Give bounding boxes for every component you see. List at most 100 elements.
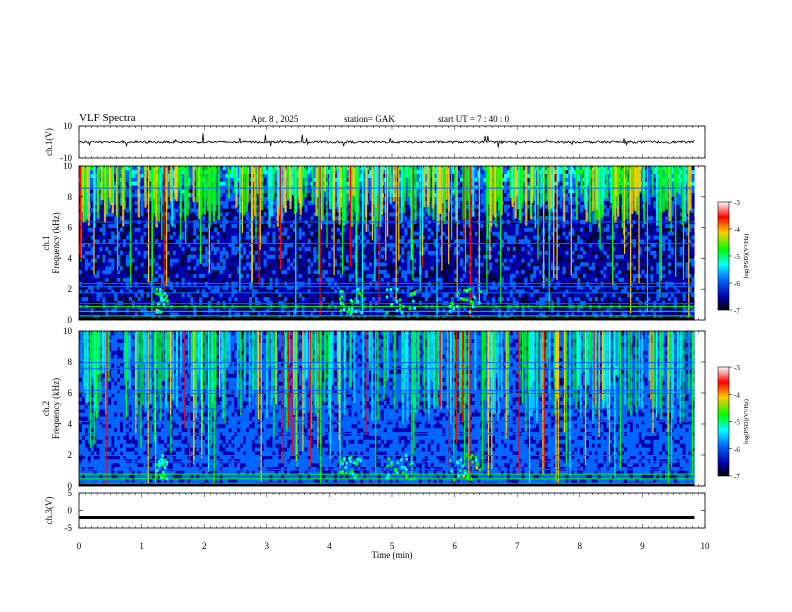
spectrogram-cell <box>287 269 291 275</box>
spectrogram-cell <box>187 293 191 298</box>
spectrogram-cell <box>366 266 370 271</box>
spectrogram-cell <box>413 285 417 290</box>
spectrogram-cell <box>251 269 256 275</box>
spectrogram-cell <box>166 277 171 282</box>
spectrogram-cell <box>342 254 346 259</box>
spectrogram-cell <box>413 250 417 255</box>
spectrogram-cell <box>375 262 379 267</box>
spectrogram-cell <box>90 273 94 278</box>
spectrogram-cell <box>474 243 478 248</box>
spectrogram-cell <box>181 177 185 182</box>
spectrogram-cell <box>445 250 449 255</box>
spectrogram-cell <box>313 250 317 255</box>
spectrogram-cell <box>457 177 461 182</box>
spectrogram-cell <box>205 308 209 313</box>
spectrogram-cell <box>495 308 499 313</box>
spectrogram-cell <box>506 273 510 278</box>
spectrogram-cell <box>246 243 250 248</box>
spectrogram-cell <box>342 289 346 294</box>
spectrogram-cell <box>354 289 358 294</box>
spectrogram-cell <box>439 266 443 271</box>
spectrogram-cell <box>175 262 179 267</box>
spectrogram-cell <box>155 269 159 275</box>
spectrogram-cell <box>301 250 305 255</box>
spectrogram-cell <box>228 308 232 313</box>
spectrogram-cell <box>219 169 223 174</box>
spectrogram-cell <box>436 254 440 259</box>
spectrogram-cell <box>492 269 496 275</box>
spectrogram-cell <box>134 246 138 251</box>
spectrogram-cell <box>424 312 428 317</box>
spectrogram-cell <box>155 262 159 267</box>
spectrogram-cell <box>123 273 127 278</box>
spectrogram-cell <box>345 285 349 290</box>
spectrogram-cell <box>114 312 118 317</box>
spectrogram-cell <box>471 277 475 282</box>
spectrogram-cell <box>322 300 326 305</box>
spectrogram-cell <box>457 189 461 194</box>
spectrogram-cell <box>527 169 531 174</box>
spectrogram-cell <box>480 223 484 228</box>
spectrogram-cell <box>322 262 326 267</box>
spectrogram-cell <box>386 300 390 305</box>
header-title: VLF Spectra <box>79 112 136 124</box>
spectrogram-cell <box>249 169 253 174</box>
spectrogram-cell <box>527 223 531 228</box>
spectrogram-cell <box>530 308 534 313</box>
spectrogram-cell <box>474 277 478 282</box>
spectrogram-cell <box>149 258 153 263</box>
spectrogram-cell <box>260 285 264 290</box>
spectrogram-cell <box>459 166 464 171</box>
spectrogram-cell <box>421 269 425 275</box>
spectrogram-cell <box>509 227 513 232</box>
spectrogram-cell <box>143 258 147 263</box>
spectrogram-cell <box>418 293 423 298</box>
spectrogram-cell <box>202 293 206 298</box>
spectrogram-cell <box>187 185 191 190</box>
spectrogram-cell <box>333 289 338 294</box>
spectrogram-cell <box>454 308 458 313</box>
spectrogram-cell <box>93 296 97 302</box>
spectrogram-cell <box>342 266 346 271</box>
spectrogram-cell <box>404 212 408 217</box>
spectrogram-cell <box>222 223 226 228</box>
spectrogram-cell <box>190 231 194 236</box>
spectrogram-cell <box>416 243 420 248</box>
spectrogram-cell <box>246 246 250 251</box>
spectrogram-cell <box>117 273 121 278</box>
spectrogram-cell <box>123 308 127 313</box>
spectrogram-cell <box>310 258 314 263</box>
spectrogram-cell <box>480 293 484 298</box>
spectrogram-cell <box>205 189 209 194</box>
spectrogram-cell <box>178 250 182 255</box>
spectrogram-cell <box>105 300 109 305</box>
spectrogram-cell <box>205 185 209 190</box>
spectrogram-cell <box>375 243 379 248</box>
spectrogram-cell <box>360 169 364 174</box>
spectrogram-cell <box>503 231 508 236</box>
spectrogram-cell <box>480 212 484 217</box>
spectrogram-cell <box>328 231 332 236</box>
spectrogram-cell <box>313 293 317 298</box>
spectrogram-cell <box>143 250 147 255</box>
spectrogram-cell <box>117 293 121 298</box>
spectrogram-cell <box>140 169 144 174</box>
spectrogram-cell <box>492 216 496 221</box>
spectrogram-cell <box>290 250 294 255</box>
spectrogram-cell <box>459 177 464 182</box>
spectrogram-cell <box>439 239 443 244</box>
spectrogram-cell <box>152 312 156 317</box>
spectrogram-cell <box>380 293 384 298</box>
spectrogram-cell <box>459 192 464 198</box>
spectrogram-cell <box>357 293 361 298</box>
spectrogram-cell <box>445 269 449 275</box>
spectrogram-cell <box>457 262 461 267</box>
spectrogram-cell <box>152 250 156 255</box>
spectrogram-cell <box>483 204 487 209</box>
spectrogram-cell <box>483 266 487 271</box>
spectrogram-cell <box>184 243 188 248</box>
spectrogram-cell <box>202 204 206 209</box>
spectrogram-cell <box>407 204 411 209</box>
spectrogram-cell <box>366 250 370 255</box>
spectrogram-cell <box>205 196 209 201</box>
